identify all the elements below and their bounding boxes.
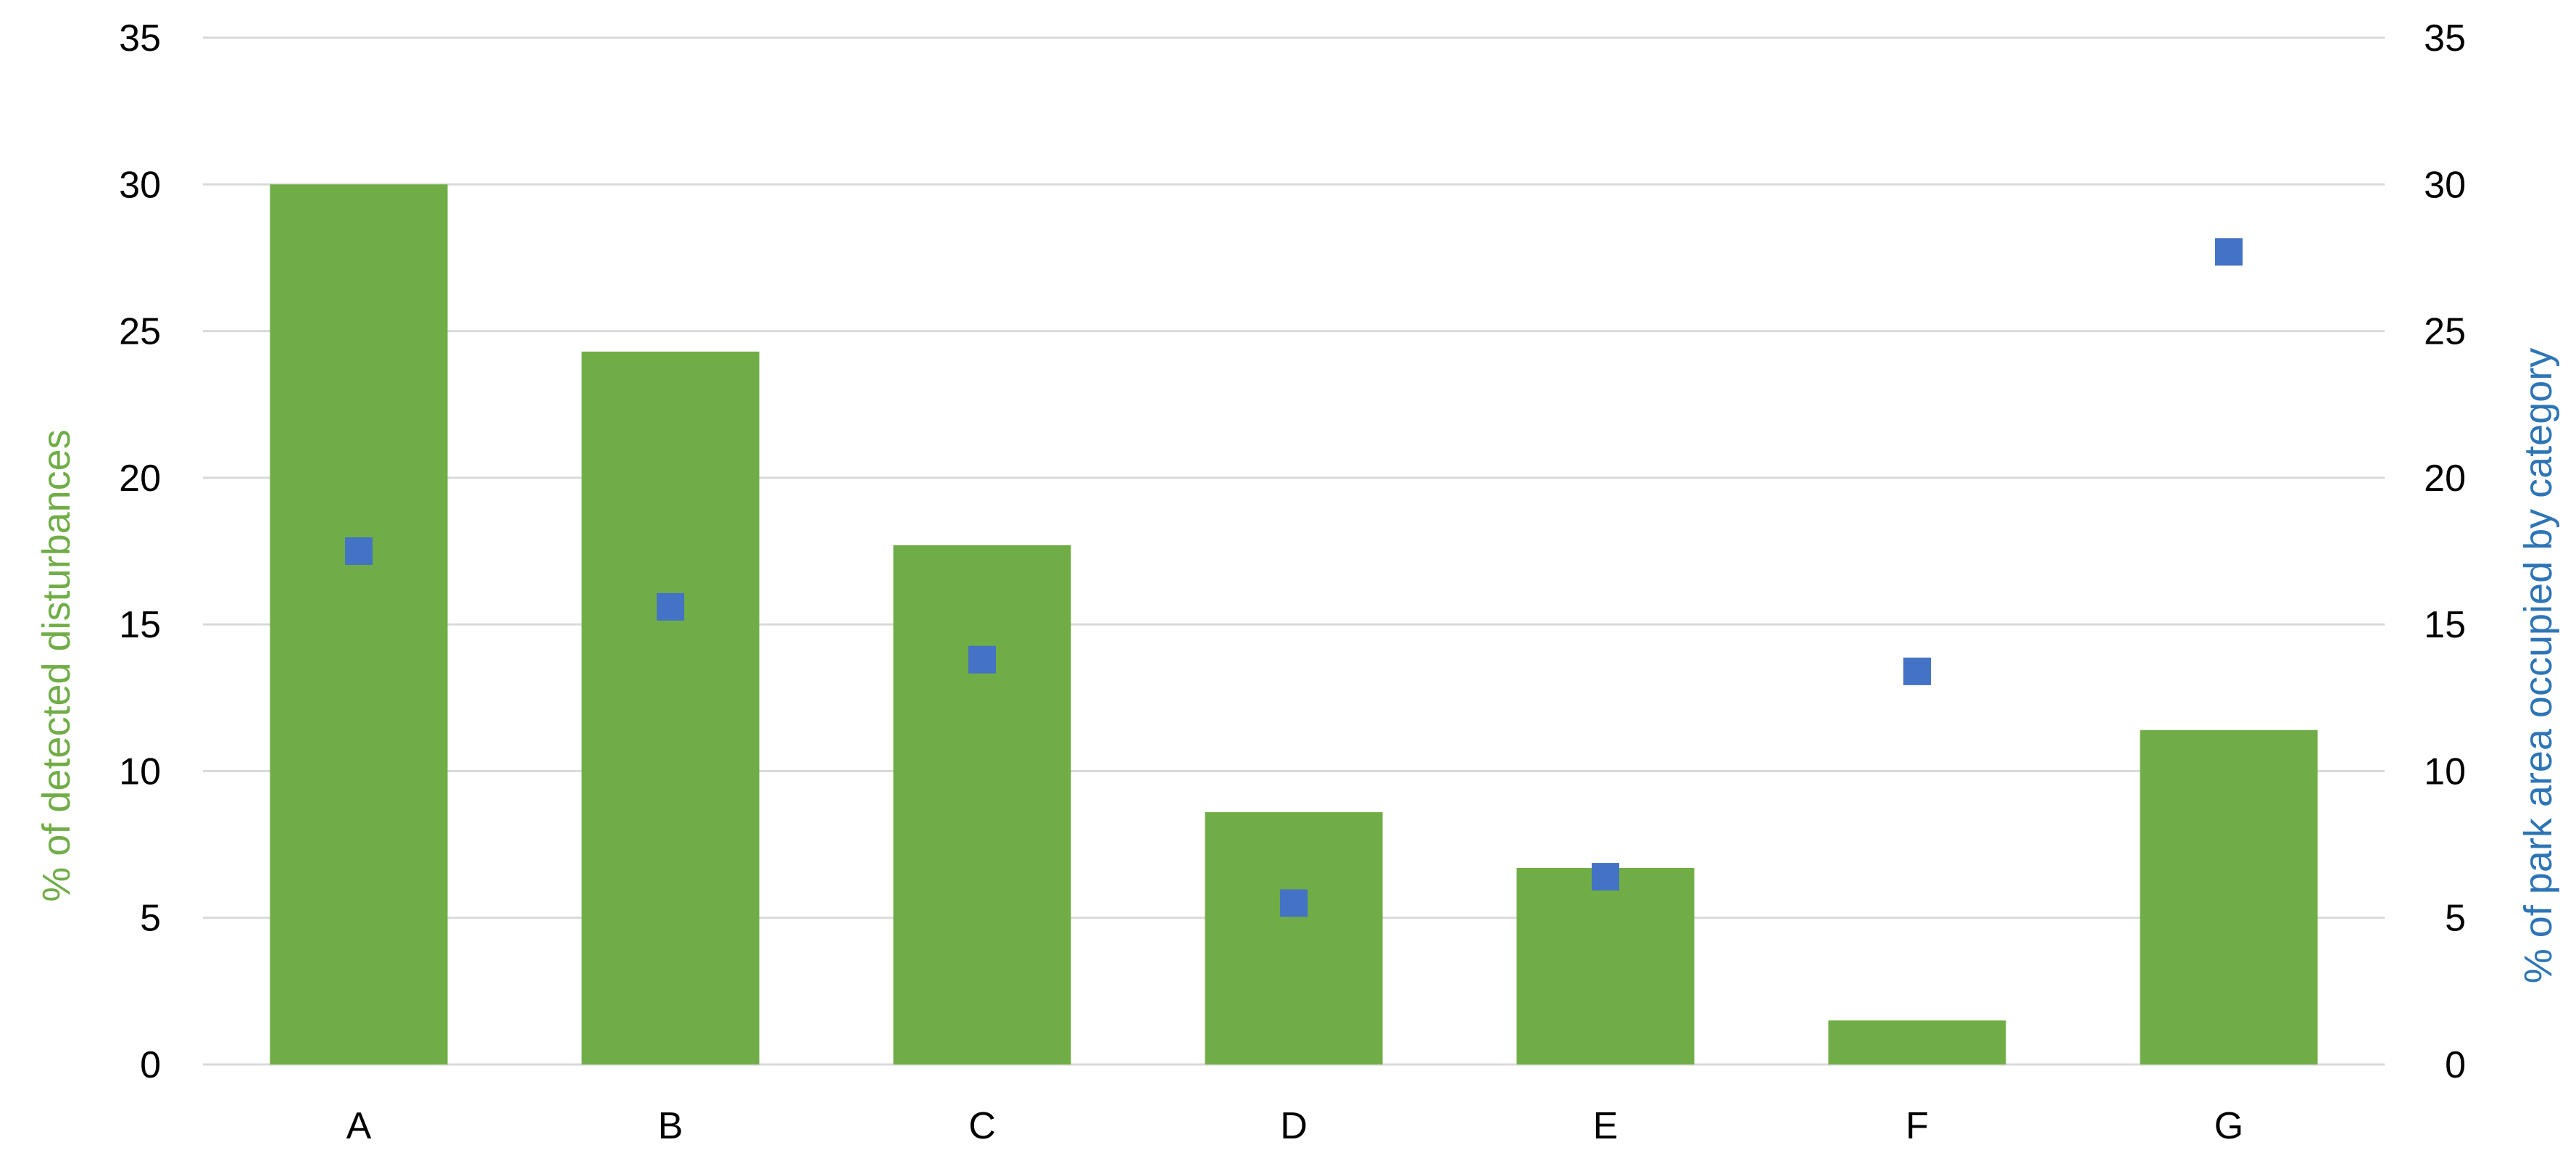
marker-e: [1592, 863, 1619, 891]
right-axis-ticks: 0 5 10 15 20 25 30 35: [2424, 17, 2466, 1086]
marker-f: [1903, 657, 1931, 685]
left-tick-20: 20: [119, 458, 161, 500]
bar-f: [1828, 1020, 2006, 1064]
marker-b: [657, 592, 684, 621]
category-label-d: D: [1280, 1105, 1308, 1147]
left-tick-25: 25: [119, 311, 161, 353]
bar-d: [1205, 812, 1383, 1064]
left-tick-5: 5: [140, 898, 161, 940]
category-label-e: E: [1593, 1105, 1619, 1147]
category-label-c: C: [968, 1105, 996, 1147]
right-tick-15: 15: [2424, 604, 2466, 646]
category-label-b: B: [658, 1105, 684, 1147]
left-tick-15: 15: [119, 604, 161, 646]
category-labels: A B C D E F G: [346, 1105, 2244, 1147]
marker-c: [968, 645, 996, 674]
bar-series: [270, 184, 2318, 1064]
left-tick-30: 30: [119, 164, 161, 206]
category-label-a: A: [346, 1105, 372, 1147]
category-label-g: G: [2214, 1105, 2243, 1147]
marker-a: [345, 537, 373, 565]
right-tick-0: 0: [2445, 1044, 2466, 1086]
right-tick-25: 25: [2424, 311, 2466, 353]
bar-c: [893, 545, 1071, 1064]
bar-e: [1516, 867, 1695, 1064]
left-tick-35: 35: [119, 17, 161, 59]
right-tick-10: 10: [2424, 751, 2466, 793]
right-tick-35: 35: [2424, 17, 2466, 59]
bar-a: [270, 184, 448, 1064]
right-tick-5: 5: [2445, 898, 2466, 940]
right-axis-title: % of park area occupied by category: [2517, 348, 2560, 984]
right-tick-30: 30: [2424, 164, 2466, 206]
marker-d: [1280, 889, 1308, 917]
marker-g: [2215, 238, 2243, 266]
marker-series: [345, 238, 2243, 917]
bar-g: [2140, 729, 2318, 1064]
left-tick-10: 10: [119, 751, 161, 793]
bar-b: [581, 351, 760, 1064]
left-axis-ticks: 0 5 10 15 20 25 30 35: [119, 17, 161, 1086]
left-tick-0: 0: [140, 1044, 161, 1086]
left-axis-title: % of detected disturbances: [35, 429, 78, 901]
category-label-f: F: [1906, 1105, 1929, 1147]
right-tick-20: 20: [2424, 458, 2466, 500]
